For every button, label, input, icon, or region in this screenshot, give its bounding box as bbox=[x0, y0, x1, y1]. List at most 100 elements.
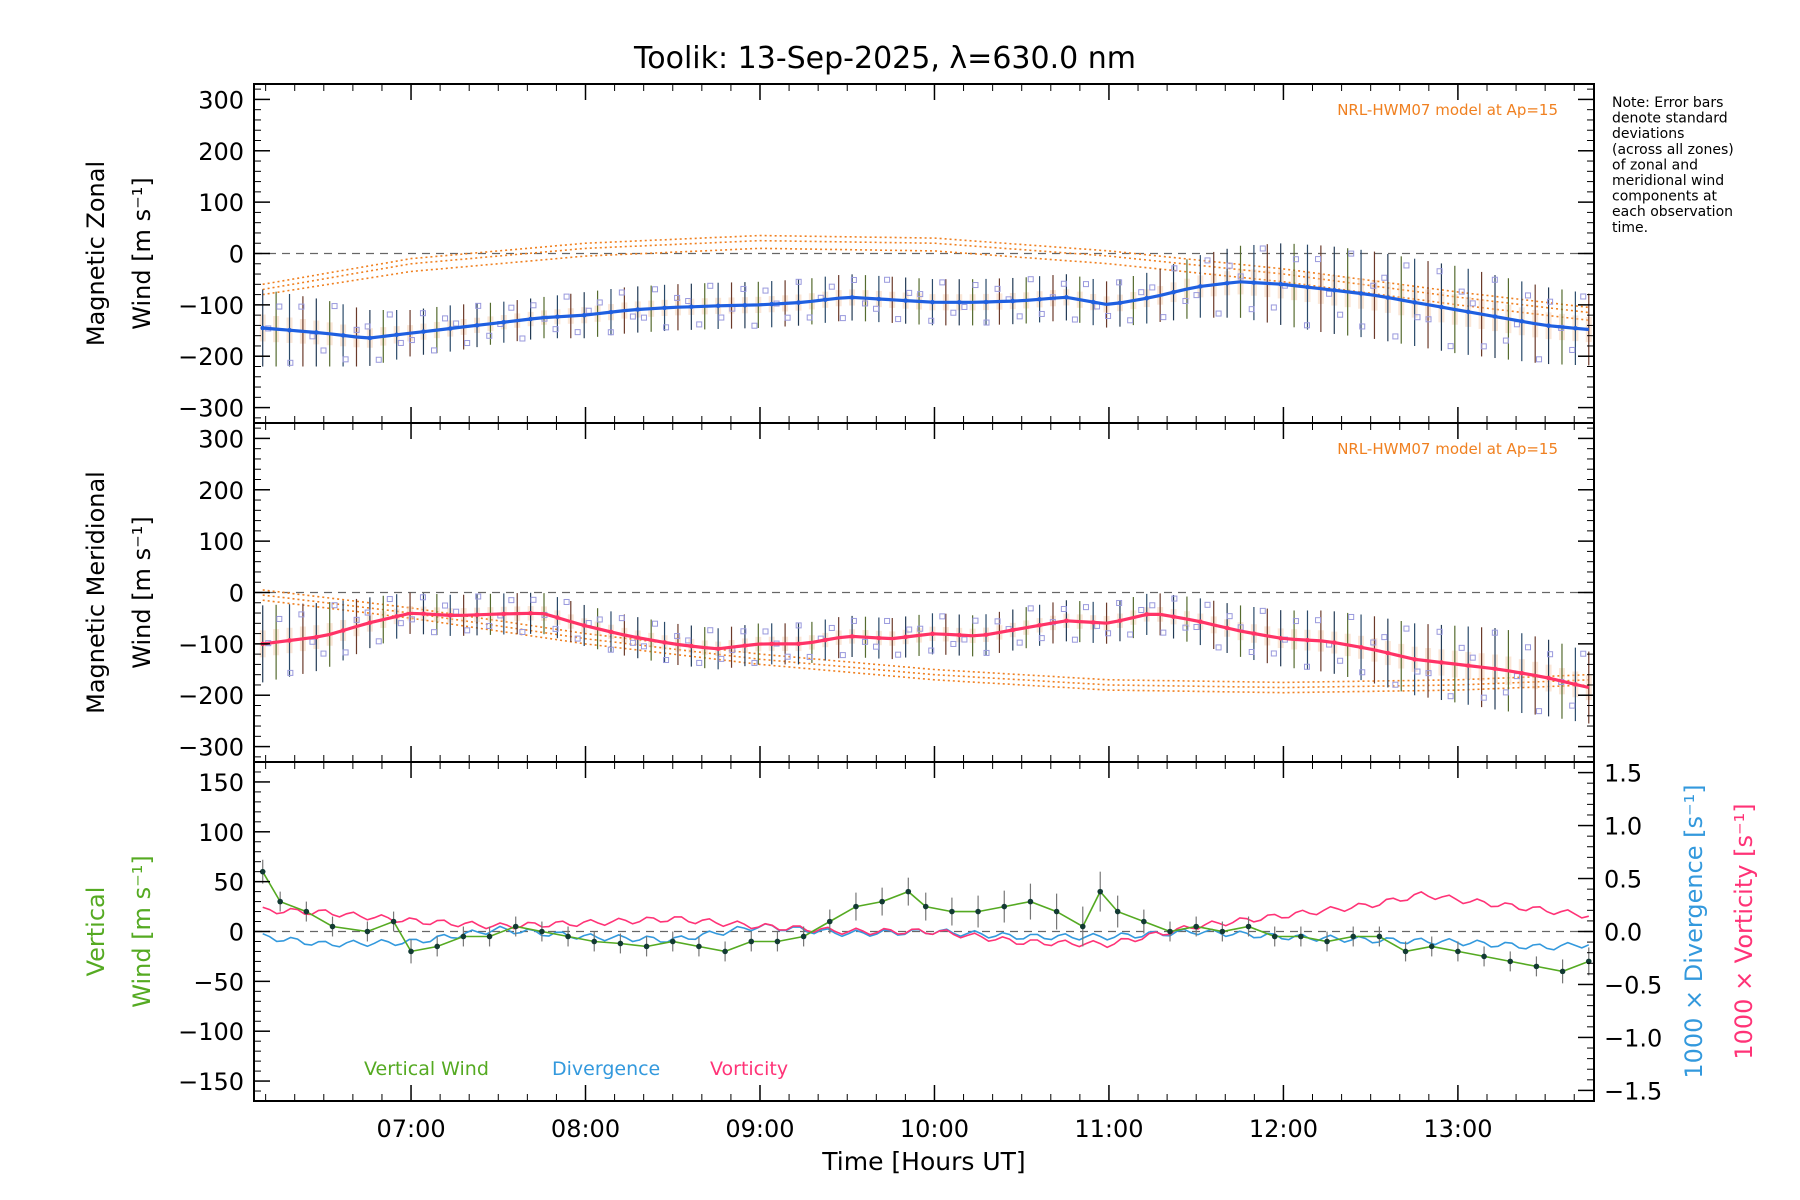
zone-sample bbox=[939, 613, 946, 620]
zonal-point bbox=[903, 298, 908, 303]
meridional-point bbox=[608, 629, 614, 635]
zone-sample bbox=[1425, 316, 1432, 323]
meridional-ylabel-units: Wind [m s⁻¹] bbox=[128, 516, 156, 668]
zone-sample bbox=[1292, 256, 1299, 263]
zonal-point bbox=[1251, 280, 1257, 285]
zone-sample bbox=[563, 598, 570, 605]
zone-sample bbox=[287, 669, 294, 676]
meridional-point bbox=[715, 646, 721, 652]
ytick-label: −300 bbox=[178, 734, 244, 762]
ytick-label: 300 bbox=[198, 425, 244, 453]
model-curve bbox=[262, 239, 1589, 314]
zone-sample bbox=[1315, 256, 1322, 263]
meridional-point bbox=[340, 628, 346, 633]
zonal-point bbox=[581, 312, 587, 318]
zone-sample bbox=[596, 616, 603, 623]
zone-sample bbox=[353, 616, 360, 623]
zone-sample bbox=[917, 625, 924, 632]
zone-sample bbox=[1458, 288, 1465, 295]
zone-sample bbox=[1193, 624, 1200, 631]
zone-sample bbox=[1536, 356, 1543, 363]
meridional-point bbox=[1465, 663, 1471, 668]
vertical-wind-point bbox=[259, 868, 266, 875]
zone-sample bbox=[762, 628, 769, 635]
vertical-wind-point bbox=[512, 923, 519, 930]
zone-sample bbox=[1270, 304, 1277, 311]
zone-sample bbox=[1403, 625, 1410, 632]
ytick-label: 0 bbox=[229, 580, 244, 608]
zone-sample bbox=[1237, 273, 1244, 280]
zone-sample bbox=[1569, 702, 1576, 709]
zone-sample bbox=[1547, 651, 1554, 658]
vertical-wind-point bbox=[922, 903, 929, 910]
meridional-point bbox=[394, 614, 399, 619]
zone-sample bbox=[1171, 595, 1178, 602]
zone-sample bbox=[1292, 618, 1299, 625]
zonal-point bbox=[367, 335, 373, 341]
zone-sample bbox=[508, 304, 515, 311]
zone-sample bbox=[1127, 317, 1134, 324]
zone-sample bbox=[442, 315, 449, 322]
zone-sample bbox=[751, 659, 758, 666]
meridional-point bbox=[1331, 640, 1337, 645]
zone-sample bbox=[1458, 644, 1465, 651]
meridional-point bbox=[849, 634, 855, 639]
ytick-label: 150 bbox=[198, 769, 244, 797]
zone-sample bbox=[1226, 262, 1233, 269]
zone-sample bbox=[508, 597, 515, 604]
y2tick-label: 1.5 bbox=[1604, 760, 1642, 788]
vertical-wind-point bbox=[390, 918, 397, 925]
vertical-wind-point bbox=[591, 938, 598, 945]
zone-sample bbox=[1138, 606, 1145, 613]
vertical-ylabel-units: Wind [m s⁻¹] bbox=[128, 855, 156, 1007]
zone-sample bbox=[1071, 636, 1078, 643]
zone-sample bbox=[1204, 601, 1211, 608]
zonal-point bbox=[314, 330, 319, 335]
zone-sample bbox=[607, 646, 614, 653]
meridional-ylabel: Magnetic Meridional bbox=[82, 471, 110, 714]
ytick-label: −200 bbox=[178, 343, 244, 371]
zone-sample bbox=[983, 319, 990, 326]
zone-sample bbox=[1149, 284, 1156, 291]
ytick-label: −200 bbox=[178, 682, 244, 710]
panel-meridional: NRL-HWM07 model at Ap=15 300 200 100 0 −100 −2… bbox=[82, 422, 1595, 763]
zone-sample bbox=[1149, 602, 1156, 609]
zone-sample bbox=[740, 628, 747, 635]
zone-sample bbox=[1071, 316, 1078, 323]
meridional-wind-line bbox=[262, 611, 1590, 690]
zone-sample bbox=[419, 310, 426, 317]
zone-sample bbox=[784, 653, 791, 660]
vertical-wind-point bbox=[905, 888, 912, 895]
zonal-point bbox=[849, 295, 855, 300]
zone-sample bbox=[674, 633, 681, 640]
vertical-wind-point bbox=[1053, 908, 1060, 915]
zonal-point bbox=[742, 302, 748, 308]
zone-sample bbox=[320, 347, 327, 354]
zone-sample bbox=[309, 638, 316, 645]
zone-sample bbox=[298, 611, 305, 618]
zone-sample bbox=[928, 317, 935, 324]
y2tick-label: −1.0 bbox=[1604, 1024, 1662, 1052]
vertical-ylabel: Vertical bbox=[82, 887, 110, 977]
zone-sample bbox=[806, 314, 813, 321]
vertical-wind-point bbox=[1114, 908, 1121, 915]
zone-sample bbox=[1547, 298, 1554, 305]
zone-sample bbox=[707, 282, 714, 289]
zonal-point bbox=[635, 307, 641, 312]
meridional-point bbox=[1385, 650, 1391, 656]
zone-sample bbox=[828, 283, 835, 290]
zone-sample bbox=[1359, 669, 1366, 676]
zone-sample bbox=[364, 609, 371, 616]
vertical-wind-point bbox=[364, 928, 371, 935]
zone-sample bbox=[1105, 630, 1112, 637]
zone-sample bbox=[1381, 634, 1388, 641]
vertical-wind-point bbox=[1097, 888, 1104, 895]
zonal-point bbox=[689, 304, 694, 310]
zone-sample bbox=[1414, 668, 1421, 675]
zone-sample bbox=[696, 659, 703, 666]
zone-sample bbox=[674, 294, 681, 301]
zone-sample bbox=[1502, 337, 1509, 344]
vertical-wind-point bbox=[1298, 933, 1304, 940]
zonal-point bbox=[608, 309, 614, 315]
zone-sample bbox=[1392, 333, 1399, 340]
